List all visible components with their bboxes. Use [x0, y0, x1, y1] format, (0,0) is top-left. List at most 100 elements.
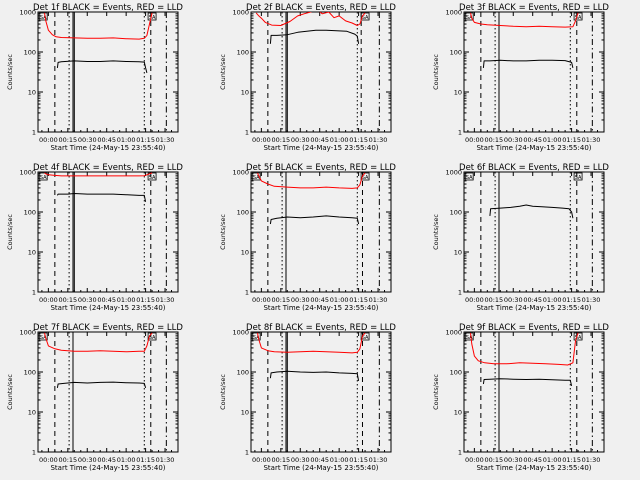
sa-marker-label: SA — [575, 175, 582, 181]
y-tick-label: 1000 — [232, 329, 249, 337]
x-tick-label: 01:15 — [562, 456, 581, 464]
y-tick-label: 100 — [450, 209, 462, 217]
x-tick-label: 00:00 — [252, 136, 271, 144]
events-series-line — [269, 215, 360, 225]
y-tick-label: 10 — [28, 89, 36, 97]
x-tick-label: 00:45 — [523, 136, 542, 144]
events-series-line — [56, 193, 147, 202]
series-group — [255, 12, 366, 44]
y-tick-label: 100 — [450, 49, 462, 57]
x-tick-label: 01:30 — [156, 296, 175, 304]
plot-frame — [250, 171, 392, 293]
sa-marker-label: SA — [466, 335, 473, 341]
y-tick-label: 10 — [454, 409, 462, 417]
x-tick-label: 00:45 — [97, 136, 116, 144]
sa-marker-label: SA — [466, 175, 473, 181]
sa-marker-label: SA — [149, 15, 156, 21]
lld-series-line — [470, 332, 579, 366]
y-tick-label: 1 — [245, 129, 249, 137]
sa-marker-label: SA — [362, 335, 369, 341]
x-tick-label: 01:00 — [330, 456, 349, 464]
x-tick-label: 00:30 — [291, 456, 310, 464]
x-tick-label: 00:30 — [504, 456, 523, 464]
x-tick-label: 00:00 — [39, 136, 58, 144]
x-tick-label: 00:30 — [78, 456, 97, 464]
sa-marker-label: SA — [149, 335, 156, 341]
x-tick-label: 00:15 — [484, 456, 503, 464]
chart-title: Det 9f BLACK = Events, RED = LLD — [459, 323, 609, 333]
x-tick-label: 00:00 — [39, 296, 58, 304]
x-tick-label: 00:45 — [523, 456, 542, 464]
sa-marker-box — [38, 172, 48, 181]
plot-frame — [37, 171, 179, 293]
x-tick-label: 01:30 — [582, 456, 601, 464]
chart-title: Det 3f BLACK = Events, RED = LLD — [459, 3, 609, 13]
series-group — [257, 332, 366, 381]
y-tick-label: 1000 — [232, 9, 249, 17]
sa-marker-box — [38, 12, 48, 21]
x-axis-label: Start Time (24-May-15 23:55:40) — [50, 464, 165, 472]
x-tick-label: 01:30 — [369, 456, 388, 464]
x-tick-label: 00:15 — [58, 296, 77, 304]
sa-marker-label: SA — [466, 15, 473, 21]
sa-marker-box — [464, 332, 474, 341]
x-tick-label: 01:00 — [117, 296, 136, 304]
y-axis-label: Counts/sec — [6, 374, 14, 410]
x-tick-label: 00:30 — [78, 296, 97, 304]
x-axis-label: Start Time (24-May-15 23:55:40) — [476, 144, 591, 152]
series-group — [44, 332, 153, 389]
plot-frame — [463, 331, 605, 453]
lld-series-line — [257, 332, 366, 354]
x-axis-label: Start Time (24-May-15 23:55:40) — [263, 144, 378, 152]
y-axis-label: Counts/sec — [6, 54, 14, 90]
sa-marker-label: SA — [575, 15, 582, 21]
y-tick-label: 1 — [458, 449, 462, 457]
y-tick-label: 100 — [24, 369, 36, 377]
y-axis-label: Counts/sec — [219, 214, 227, 250]
x-tick-label: 00:00 — [252, 296, 271, 304]
x-tick-label: 00:45 — [523, 296, 542, 304]
x-axis-label: Start Time (24-May-15 23:55:40) — [476, 464, 591, 472]
chart-title: Det 4f BLACK = Events, RED = LLD — [33, 163, 183, 173]
plot-frame — [250, 331, 392, 453]
chart-title: Det 5f BLACK = Events, RED = LLD — [246, 163, 396, 173]
x-tick-label: 00:00 — [465, 296, 484, 304]
sa-marker-label: SA — [253, 175, 260, 181]
y-axis-label: Counts/sec — [6, 214, 14, 250]
y-tick-label: 1000 — [19, 169, 36, 177]
lld-series-line — [44, 172, 153, 177]
sa-marker-box — [251, 332, 261, 341]
lld-series-line — [470, 12, 579, 28]
y-axis-label: Counts/sec — [432, 214, 440, 250]
y-tick-label: 1 — [32, 289, 36, 297]
y-tick-label: 10 — [28, 249, 36, 257]
series-group — [44, 172, 153, 202]
lld-series-line — [255, 12, 366, 26]
y-tick-label: 10 — [454, 249, 462, 257]
sa-marker-label: SA — [575, 335, 582, 341]
x-tick-label: 01:00 — [330, 296, 349, 304]
sa-marker-box — [573, 172, 583, 181]
y-tick-label: 1000 — [445, 329, 462, 337]
y-tick-label: 1000 — [232, 169, 249, 177]
sa-marker-label: SA — [253, 335, 260, 341]
y-tick-label: 100 — [24, 209, 36, 217]
lld-series-line — [257, 172, 366, 189]
x-tick-label: 00:15 — [484, 296, 503, 304]
events-series-line — [269, 370, 360, 381]
x-tick-label: 00:45 — [310, 456, 329, 464]
sa-marker-label: SA — [40, 335, 47, 341]
series-group — [44, 12, 153, 74]
x-tick-label: 01:30 — [582, 136, 601, 144]
y-tick-label: 100 — [450, 369, 462, 377]
y-axis-label: Counts/sec — [219, 54, 227, 90]
events-series-line — [482, 59, 574, 69]
x-axis-label: Start Time (24-May-15 23:55:40) — [263, 464, 378, 472]
chart-title: Det 1f BLACK = Events, RED = LLD — [33, 3, 183, 13]
x-tick-label: 01:00 — [543, 296, 562, 304]
